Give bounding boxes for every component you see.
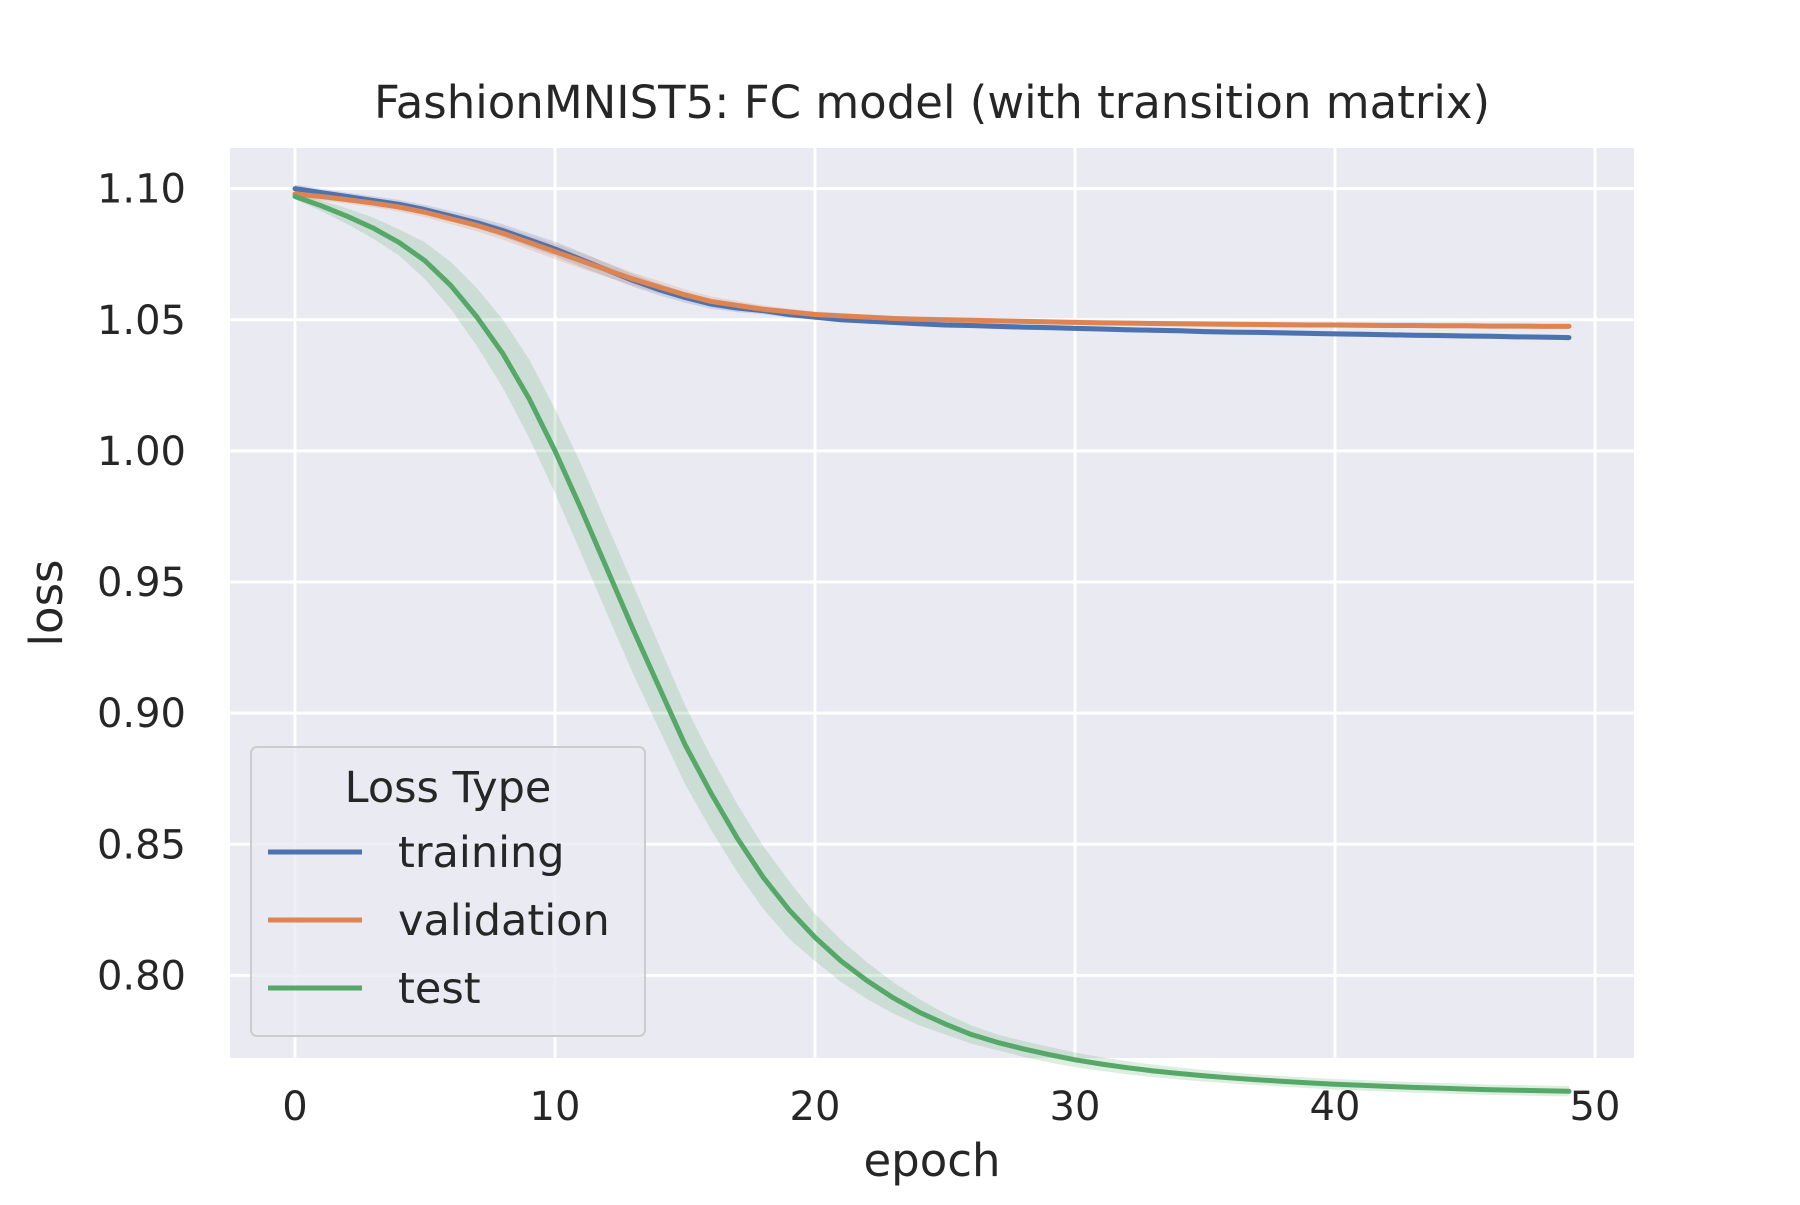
series-lines bbox=[292, 186, 1572, 1094]
legend-label-test: test bbox=[398, 964, 481, 1014]
x-tick-label: 10 bbox=[530, 1084, 581, 1130]
legend: Loss Type training validation test bbox=[250, 746, 646, 1037]
x-tick-label: 40 bbox=[1310, 1084, 1361, 1130]
y-tick-label: 0.95 bbox=[97, 560, 186, 606]
x-tick-label: 30 bbox=[1050, 1084, 1101, 1130]
legend-title: Loss Type bbox=[345, 763, 552, 813]
x-tick-label: 0 bbox=[282, 1084, 307, 1130]
x-tick-labels: 0 10 20 30 40 50 bbox=[282, 1084, 1620, 1130]
legend-label-training: training bbox=[398, 828, 565, 878]
series-line-test bbox=[292, 194, 1572, 1094]
legend-items: training validation test bbox=[268, 828, 610, 1014]
y-tick-label: 1.00 bbox=[97, 429, 186, 475]
y-tick-labels: 0.80 0.85 0.90 0.95 1.00 1.05 1.10 bbox=[97, 167, 186, 1000]
y-tick-label: 0.90 bbox=[97, 691, 186, 737]
legend-label-validation: validation bbox=[398, 896, 610, 946]
x-tick-label: 50 bbox=[1570, 1084, 1621, 1130]
y-tick-label: 0.80 bbox=[97, 953, 186, 999]
series-line-validation bbox=[292, 191, 1572, 329]
x-axis-label: epoch bbox=[863, 1134, 1000, 1187]
legend-box bbox=[250, 746, 646, 1037]
y-tick-label: 1.10 bbox=[97, 167, 186, 213]
y-tick-label: 1.05 bbox=[97, 298, 186, 344]
y-axis-label: loss bbox=[20, 560, 73, 647]
chart-title: FashionMNIST5: FC model (with transition… bbox=[374, 76, 1490, 129]
x-tick-label: 20 bbox=[790, 1084, 841, 1130]
y-tick-label: 0.85 bbox=[97, 822, 186, 868]
